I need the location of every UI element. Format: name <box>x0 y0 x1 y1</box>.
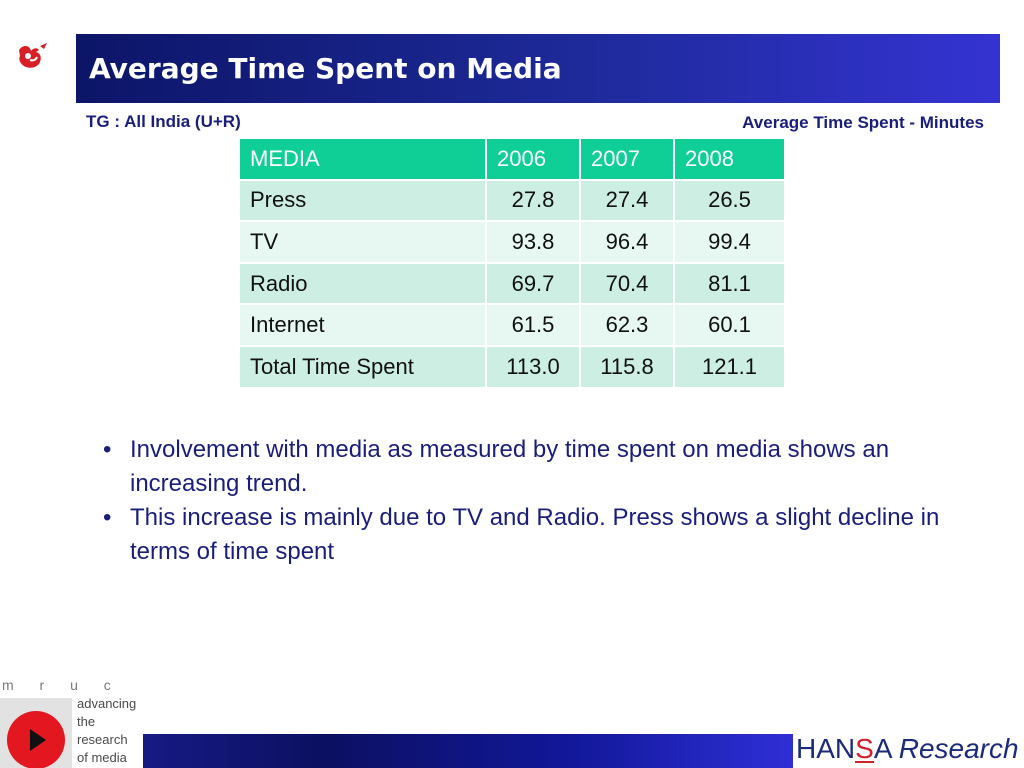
target-group-label: TG : All India (U+R) <box>86 112 241 131</box>
table-header-row: MEDIA 2006 2007 2008 <box>238 137 786 181</box>
bird-logo-icon <box>19 43 47 68</box>
unit-label: Average Time Spent - Minutes <box>742 113 984 132</box>
hansa-research-logo: HANSA Research <box>796 733 1019 765</box>
header-2008: 2008 <box>673 137 786 181</box>
brand-suffix: A <box>873 733 891 764</box>
footer-bar <box>143 734 793 768</box>
table-row: Internet 61.5 62.3 60.1 <box>238 303 786 347</box>
tagline-line: the <box>77 714 96 729</box>
page-title: Average Time Spent on Media <box>89 52 562 85</box>
table-row: Radio 69.7 70.4 81.1 <box>238 261 786 306</box>
media-name: Radio <box>238 261 487 306</box>
findings-list: Involvement with media as measured by ti… <box>103 433 983 569</box>
value-2008: 60.1 <box>673 303 786 347</box>
media-name: Internet <box>238 303 487 347</box>
value-2007: 27.4 <box>579 178 675 223</box>
media-name: Total Time Spent <box>238 344 487 389</box>
mruc-tagline: advancing the research of media <box>77 695 136 767</box>
value-2008: 81.1 <box>673 261 786 306</box>
value-2008: 121.1 <box>673 344 786 389</box>
value-2006: 93.8 <box>485 220 581 264</box>
header-media: MEDIA <box>238 137 487 181</box>
value-2006: 61.5 <box>485 303 581 347</box>
bullet-item: This increase is mainly due to TV and Ra… <box>103 501 983 569</box>
mruc-wordmark: m r u c <box>2 677 122 693</box>
brand-prefix: HAN <box>796 733 856 764</box>
table-row: Press 27.8 27.4 26.5 <box>238 178 786 223</box>
brand-research: Research <box>898 733 1019 764</box>
value-2006: 27.8 <box>485 178 581 223</box>
media-name: Press <box>238 178 487 223</box>
header-2007: 2007 <box>579 137 675 181</box>
title-bar: Average Time Spent on Media <box>76 34 1000 103</box>
table-row-total: Total Time Spent 113.0 115.8 121.1 <box>238 344 786 389</box>
table-row: TV 93.8 96.4 99.4 <box>238 220 786 264</box>
value-2008: 99.4 <box>673 220 786 264</box>
media-time-table: MEDIA 2006 2007 2008 Press 27.8 27.4 26.… <box>238 137 786 389</box>
tagline-line: of media <box>77 750 127 765</box>
value-2008: 26.5 <box>673 178 786 223</box>
mruc-logo-mark <box>0 698 72 768</box>
play-record-icon <box>7 711 65 768</box>
value-2007: 70.4 <box>579 261 675 306</box>
value-2006: 113.0 <box>485 344 581 389</box>
header-2006: 2006 <box>485 137 581 181</box>
value-2007: 115.8 <box>579 344 675 389</box>
media-name: TV <box>238 220 487 264</box>
value-2007: 62.3 <box>579 303 675 347</box>
brand-s: S <box>855 733 874 764</box>
tagline-line: advancing <box>77 696 137 711</box>
value-2007: 96.4 <box>579 220 675 264</box>
value-2006: 69.7 <box>485 261 581 306</box>
tagline-line: research <box>77 732 128 747</box>
bullet-item: Involvement with media as measured by ti… <box>103 433 983 501</box>
